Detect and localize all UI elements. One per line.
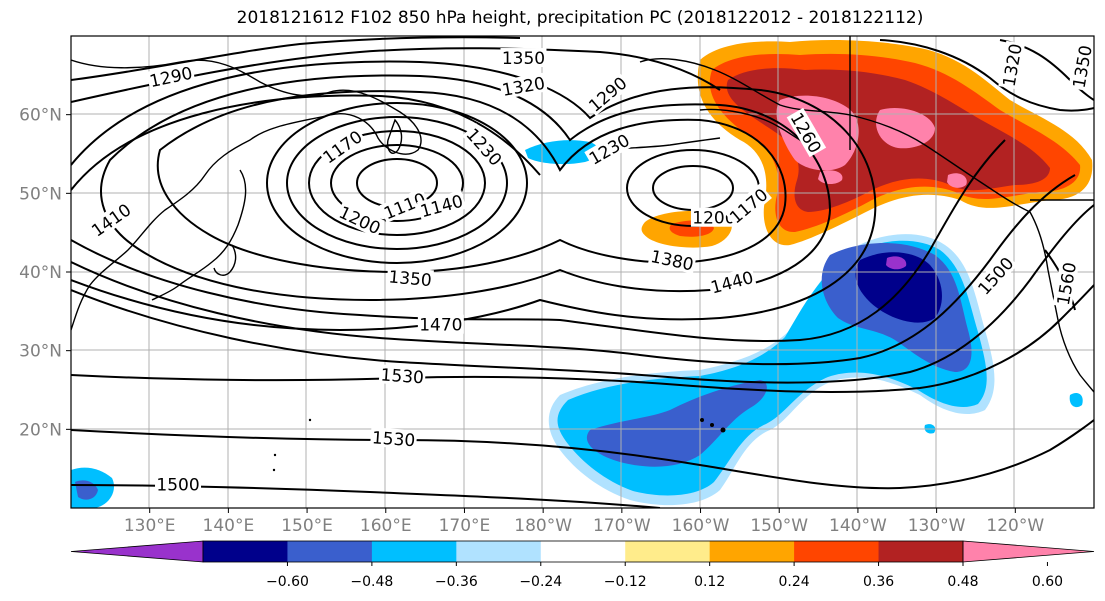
- lon-label: 140°E: [203, 516, 255, 536]
- lon-label: 170°E: [439, 516, 491, 536]
- colorbar-swatch: [794, 541, 880, 562]
- contour-label-text: 1350: [388, 267, 433, 291]
- latitude-labels: 60°N 50°N 40°N 30°N 20°N: [19, 106, 71, 440]
- lon-label: 130°E: [124, 516, 176, 536]
- japan-coastline: [213, 244, 237, 276]
- colorbar-frame: [202, 540, 964, 563]
- lon-label: 120°W: [986, 516, 1044, 536]
- colorbar-extend-high: [962, 540, 1095, 563]
- colorbar-swatch: [371, 541, 457, 562]
- contour-label-halo: [998, 40, 1026, 90]
- colorbar-tick-label: −0.60: [266, 574, 309, 590]
- contour-label-halo: [500, 48, 547, 68]
- contour-label-halo: [583, 71, 632, 116]
- contour-label-halo: [499, 72, 548, 100]
- contour-label-halo: [417, 314, 464, 334]
- colorbar-swatch: [456, 541, 542, 562]
- contour-label: 1470: [417, 314, 464, 336]
- lon-label: 140°W: [829, 516, 887, 536]
- colorbar-swatch: [540, 541, 626, 562]
- colorbar-swatch: [625, 541, 711, 562]
- colorbar-swatch: [287, 541, 373, 562]
- colorbar-swatch: [709, 541, 795, 562]
- contour-label-halo: [724, 183, 772, 228]
- contour-label-text: 1470: [419, 316, 462, 336]
- contour-label-halo: [1068, 42, 1094, 91]
- contour-label: 1380: [647, 245, 697, 275]
- colorbar-extend-low: [70, 540, 204, 563]
- contour-label-halo: [1052, 259, 1080, 309]
- contour-label: 1350: [386, 266, 434, 291]
- contour-label-halo: [972, 252, 1018, 300]
- contour-label-text: 1530: [371, 428, 416, 451]
- lat-label: 40°N: [19, 263, 62, 283]
- precipitation-shading: [71, 40, 1093, 508]
- contour-label-halo: [378, 364, 426, 387]
- colorbar-tick-label: −0.36: [435, 574, 478, 590]
- na-coastline: [1029, 211, 1094, 393]
- contour-label-halo: [584, 129, 634, 169]
- colorbar: −0.60 −0.48 −0.36 −0.24 −0.12 0.12 0.24 0.36 0.4…: [70, 540, 1095, 590]
- contour-label-text: 1200: [692, 209, 735, 229]
- contour-label-halo: [370, 427, 418, 450]
- negative-anomaly-area: [855, 252, 942, 323]
- contour-label: 1350: [500, 48, 547, 69]
- contour-label-halo: [647, 245, 697, 274]
- colorbar-swatch: [878, 541, 964, 562]
- lat-label: 60°N: [19, 106, 62, 126]
- lon-label: 160°W: [672, 516, 730, 536]
- alaska-coastline: [699, 108, 801, 141]
- colorbar-tick-label: −0.24: [519, 574, 562, 590]
- lon-label: 150°W: [750, 516, 808, 536]
- contour-label-halo: [786, 107, 827, 158]
- colorbar-tick-label: 0.48: [947, 574, 978, 590]
- contour-label-halo: [146, 62, 196, 91]
- asia-coastline: [71, 59, 422, 331]
- contour-label: 1530: [370, 427, 418, 451]
- lon-label: 180°W: [514, 516, 572, 536]
- contour-label-text: 1350: [502, 49, 545, 69]
- lon-label: 170°W: [593, 516, 651, 536]
- lat-label: 30°N: [19, 342, 62, 362]
- contour-label: 1530: [378, 364, 426, 388]
- lat-label: 50°N: [19, 184, 62, 204]
- contour-label-halo: [462, 123, 507, 171]
- positive-anomaly-area: [818, 170, 843, 185]
- lon-label: 130°W: [908, 516, 966, 536]
- negative-anomaly-area: [586, 380, 767, 467]
- contour-label-halo: [416, 190, 467, 221]
- colorbar-tick-label: 0.12: [694, 574, 725, 590]
- colorbar-tick-label: −0.48: [350, 574, 393, 590]
- positive-anomaly-area: [947, 173, 967, 188]
- contour-label-halo: [335, 201, 385, 238]
- contour-label: 1500: [155, 474, 202, 495]
- lon-label: 150°E: [281, 516, 333, 536]
- contour-label-halo: [155, 474, 202, 494]
- colorbar-tick-label: 0.24: [779, 574, 810, 590]
- colorbar-tick-label: 0.60: [1032, 574, 1063, 590]
- contour-label-halo: [379, 188, 430, 223]
- contour-label-halo: [707, 266, 757, 297]
- contour-label-text: 1530: [380, 365, 425, 388]
- negative-anomaly-area: [525, 140, 600, 165]
- japan-coastline: [151, 169, 247, 301]
- longitude-labels: 130°E 140°E 150°E 160°E 170°E 180°W 170°W 160°W…: [124, 508, 1044, 536]
- islands: [272, 418, 726, 472]
- contour-label-halo: [317, 125, 367, 168]
- contour-label-halo: [386, 266, 434, 290]
- lat-label: 20°N: [19, 420, 62, 440]
- contour-label: 1350: [1068, 42, 1094, 91]
- map-title: 2018121612 F102 850 hPa height, precipit…: [236, 8, 924, 28]
- lon-label: 160°E: [360, 516, 412, 536]
- colorbar-tick-label: −0.12: [604, 574, 647, 590]
- colorbar-tick-label: 0.36: [863, 574, 894, 590]
- negative-anomaly-area: [1069, 393, 1083, 408]
- contour-label-text: 1500: [156, 475, 199, 495]
- negative-anomaly-area: [886, 256, 907, 270]
- contour-label-halo: [86, 198, 136, 241]
- positive-anomaly-area: [876, 108, 935, 149]
- colorbar-swatch: [203, 541, 288, 562]
